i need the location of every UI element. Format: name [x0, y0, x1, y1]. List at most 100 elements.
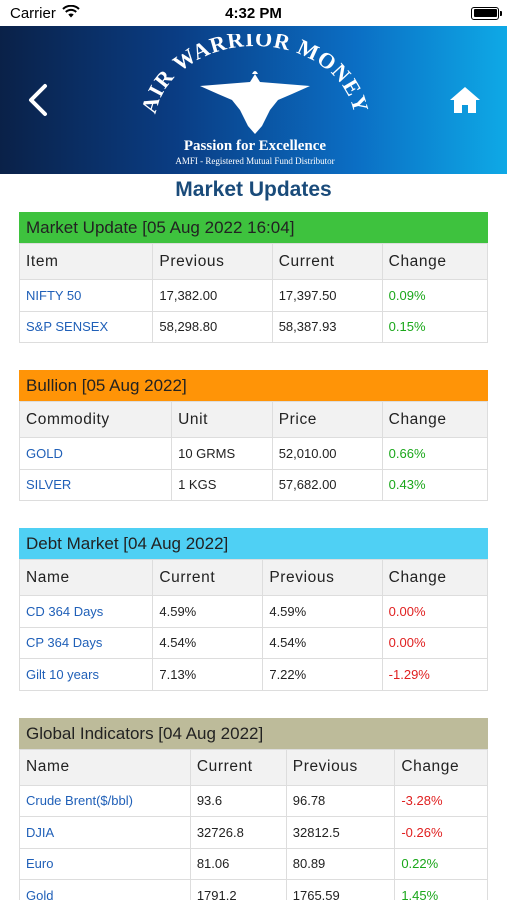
page-title: Market Updates [175, 178, 332, 201]
back-button[interactable] [20, 82, 56, 118]
table-row[interactable]: Crude Brent($/bbl) 93.6 96.78 -3.28% [19, 784, 488, 817]
battery-icon [471, 6, 502, 20]
table-row[interactable]: Euro 81.06 80.89 0.22% [19, 847, 488, 880]
bullion-section: Bullion [05 Aug 2022] Commodity Unit Pri… [18, 370, 489, 501]
cell-value: 10 GRMS [171, 437, 273, 470]
change-value: 1.45% [394, 879, 488, 900]
col-header: Name [19, 748, 191, 786]
home-button[interactable] [447, 82, 483, 118]
cell-value: 96.78 [285, 784, 396, 817]
item-name[interactable]: S&P SENSEX [18, 310, 154, 343]
item-name[interactable]: CP 364 Days [18, 626, 154, 659]
logo-tagline: Passion for Excellence [183, 138, 327, 154]
col-header: Commodity [18, 401, 173, 438]
item-name[interactable]: Gilt 10 years [18, 658, 154, 691]
table-header-row: Name Current Previous Change [18, 559, 489, 596]
cell-value: 52,010.00 [271, 437, 383, 470]
change-value: 0.22% [394, 847, 488, 880]
cell-value: 4.54% [152, 626, 264, 659]
market-update-table: Item Previous Current Change NIFTY 50 17… [18, 243, 489, 343]
cell-value: 1791.2 [189, 879, 287, 900]
cell-value: 32726.8 [189, 816, 287, 849]
col-header: Name [18, 559, 154, 596]
app-header: AIR WARRIOR MONEY Passion for Excellence… [0, 26, 507, 174]
table-row[interactable]: Gilt 10 years 7.13% 7.22% -1.29% [18, 658, 489, 691]
col-header: Previous [152, 243, 273, 280]
cell-value: 58,298.80 [152, 310, 273, 343]
item-name[interactable]: DJIA [19, 816, 191, 849]
wifi-icon [62, 4, 80, 22]
status-bar: Carrier 4:32 PM [0, 0, 507, 26]
bullion-table: Commodity Unit Price Change GOLD 10 GRMS… [18, 401, 489, 501]
change-value: 0.15% [381, 310, 489, 343]
cell-value: 4.54% [262, 626, 383, 659]
global-indicators-title: Global Indicators [04 Aug 2022] [19, 717, 488, 749]
cell-value: 4.59% [262, 595, 383, 628]
cell-value: 4.59% [152, 595, 264, 628]
col-header: Change [381, 401, 489, 438]
item-name[interactable]: CD 364 Days [18, 595, 154, 628]
market-update-section: Market Update [05 Aug 2022 16:04] Item P… [18, 212, 489, 343]
cell-value: 17,382.00 [152, 279, 273, 312]
table-row[interactable]: CD 364 Days 4.59% 4.59% 0.00% [18, 595, 489, 628]
table-row[interactable]: S&P SENSEX 58,298.80 58,387.93 0.15% [18, 310, 489, 343]
item-name[interactable]: NIFTY 50 [18, 279, 154, 312]
col-header: Change [394, 748, 488, 786]
col-header: Previous [285, 748, 396, 786]
cell-value: 32812.5 [285, 816, 396, 849]
debt-market-title: Debt Market [04 Aug 2022] [19, 528, 488, 559]
change-value: 0.00% [381, 626, 489, 659]
col-header: Item [18, 243, 154, 280]
change-value: -0.26% [394, 816, 488, 849]
col-header: Current [152, 559, 264, 596]
item-name[interactable]: Gold [19, 879, 191, 900]
table-row[interactable]: CP 364 Days 4.54% 4.54% 0.00% [18, 626, 489, 659]
col-header: Change [381, 559, 489, 596]
home-icon [450, 87, 480, 113]
change-value: 0.00% [381, 595, 489, 628]
col-header: Unit [171, 401, 273, 438]
col-header: Price [271, 401, 383, 438]
brand-logo: AIR WARRIOR MONEY Passion for Excellence… [136, 26, 373, 172]
col-header: Current [189, 748, 287, 786]
col-header: Current [271, 243, 383, 280]
col-header: Previous [262, 559, 383, 596]
item-name[interactable]: Crude Brent($/bbl) [19, 784, 191, 817]
item-name[interactable]: SILVER [18, 468, 173, 501]
global-indicators-table: Name Current Previous Change Crude Brent… [19, 748, 488, 900]
table-header-row: Commodity Unit Price Change [18, 401, 489, 438]
debt-market-table: Name Current Previous Change CD 364 Days… [18, 559, 489, 691]
table-row[interactable]: Gold 1791.2 1765.59 1.45% [19, 879, 488, 900]
cell-value: 57,682.00 [271, 468, 383, 501]
cell-value: 17,397.50 [271, 279, 383, 312]
col-header: Change [381, 243, 489, 280]
cell-value: 1 KGS [171, 468, 273, 501]
change-value: -1.29% [381, 658, 489, 691]
cell-value: 1765.59 [285, 879, 396, 900]
logo-subtagline: AMFI - Registered Mutual Fund Distributo… [175, 156, 335, 166]
change-value: 0.66% [381, 437, 489, 470]
carrier-group: Carrier [10, 4, 80, 22]
table-row[interactable]: GOLD 10 GRMS 52,010.00 0.66% [18, 437, 489, 470]
cell-value: 93.6 [189, 784, 287, 817]
table-row[interactable]: SILVER 1 KGS 57,682.00 0.43% [18, 468, 489, 501]
debt-market-section: Debt Market [04 Aug 2022] Name Current P… [18, 528, 489, 691]
item-name[interactable]: Euro [19, 847, 191, 880]
change-value: 0.43% [381, 468, 489, 501]
table-row[interactable]: NIFTY 50 17,382.00 17,397.50 0.09% [18, 279, 489, 312]
cell-value: 7.22% [262, 658, 383, 691]
item-name[interactable]: GOLD [18, 437, 173, 470]
cell-value: 7.13% [152, 658, 264, 691]
table-header-row: Item Previous Current Change [18, 243, 489, 280]
market-update-title: Market Update [05 Aug 2022 16:04] [19, 212, 488, 243]
global-indicators-section: Global Indicators [04 Aug 2022] Name Cur… [19, 717, 488, 900]
cell-value: 81.06 [189, 847, 287, 880]
bullion-title: Bullion [05 Aug 2022] [19, 370, 488, 401]
cell-value: 80.89 [285, 847, 396, 880]
change-value: -3.28% [394, 784, 488, 817]
eagle-icon [200, 71, 310, 134]
carrier-label: Carrier [10, 4, 56, 22]
chevron-left-icon [29, 84, 47, 116]
table-row[interactable]: DJIA 32726.8 32812.5 -0.26% [19, 816, 488, 849]
table-header-row: Name Current Previous Change [19, 748, 488, 786]
